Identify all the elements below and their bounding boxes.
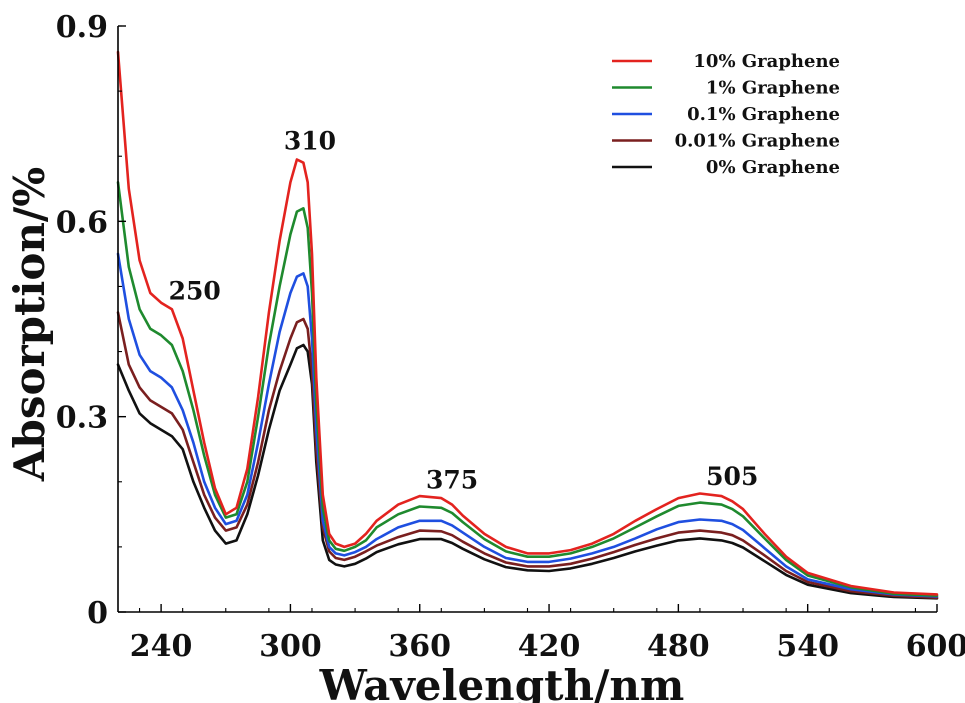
series-line-0: [116, 50, 939, 596]
legend-label-1: 1% Graphene: [706, 78, 840, 99]
x-tick-label: 600: [906, 629, 965, 664]
series-line-3: [116, 311, 939, 600]
legend-label-0: 10% Graphene: [693, 51, 840, 72]
legend-label-4: 0% Graphene: [706, 157, 840, 178]
x-tick-label: 540: [776, 629, 839, 664]
x-tick-label: 300: [259, 629, 322, 664]
x-tick-label: 420: [518, 629, 581, 664]
series-layer: [116, 50, 939, 600]
y-axis-title: Absorption/%: [5, 167, 54, 482]
y-tick-label: 0: [87, 596, 108, 631]
x-tick-label: 360: [388, 629, 451, 664]
ticks-layer: 240 300 360 420 480 540 600 0 0.3 0.6 0.9: [56, 10, 965, 664]
y-tick-label: 0.9: [56, 10, 108, 45]
legend: 10% Graphene 1% Graphene 0.1% Graphene 0.01…: [612, 51, 840, 178]
series-line-4: [116, 343, 939, 600]
legend-label-3: 0.01% Graphene: [675, 131, 840, 152]
annotation-layer: 250 310 375 505: [169, 127, 759, 495]
x-tick-label: 240: [130, 629, 193, 664]
peak-label-375: 375: [426, 465, 478, 494]
series-line-2: [116, 252, 939, 598]
peak-label-310: 310: [284, 127, 336, 156]
series-line-1: [116, 181, 939, 598]
peak-label-505: 505: [706, 462, 758, 491]
y-tick-label: 0.6: [56, 205, 108, 240]
x-tick-label: 480: [647, 629, 710, 664]
legend-label-2: 0.1% Graphene: [687, 104, 840, 125]
y-tick-label: 0.3: [56, 401, 108, 436]
peak-label-250: 250: [169, 276, 221, 305]
x-axis-title: Wavelength/nm: [319, 661, 685, 703]
